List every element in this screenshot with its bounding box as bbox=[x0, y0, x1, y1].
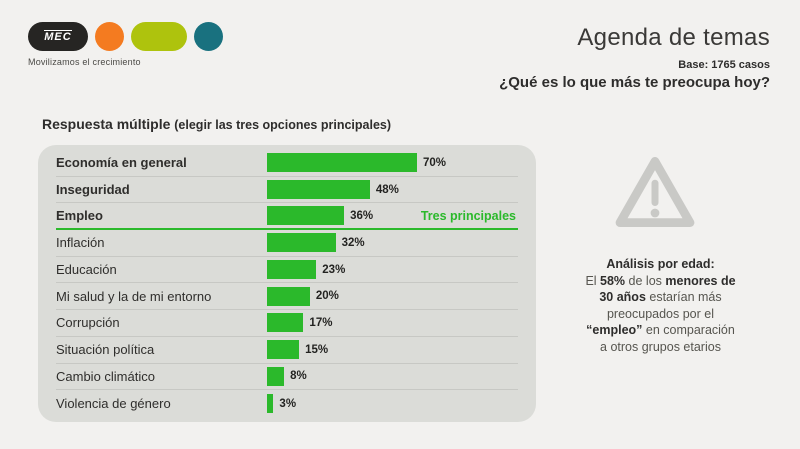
bar bbox=[267, 206, 345, 226]
title-block: Agenda de temas Base: 1765 casos ¿Qué es… bbox=[499, 24, 770, 91]
bar bbox=[267, 153, 417, 173]
bar bbox=[267, 366, 285, 386]
category-label: Mi salud y la de mi entorno bbox=[56, 288, 212, 304]
bar bbox=[267, 394, 274, 414]
analysis-bold-text: menores de 30 años bbox=[599, 273, 736, 305]
chart-row: Empleo 36% Tres principales bbox=[56, 203, 518, 231]
bar bbox=[267, 340, 300, 360]
bar bbox=[267, 233, 336, 253]
value-label: 15% bbox=[305, 343, 329, 356]
chart-row: Mi salud y la de mi entorno 20% bbox=[56, 283, 518, 311]
logo-tagline: Movilizamos el crecimiento bbox=[28, 57, 141, 67]
value-label: 48% bbox=[375, 183, 399, 196]
value-label: 8% bbox=[290, 370, 307, 383]
category-label: Empleo bbox=[56, 208, 103, 224]
chart-row: Situación política 15% bbox=[56, 337, 518, 364]
survey-question: ¿Qué es lo que más te preocupa hoy? bbox=[499, 74, 770, 91]
value-label: 17% bbox=[309, 316, 333, 329]
value-label: 20% bbox=[315, 290, 339, 303]
chart-row: Educación 23% bbox=[56, 257, 518, 284]
analysis-plain-text: de los bbox=[625, 273, 666, 288]
analysis-plain-text: en comparación a otros grupos etarios bbox=[600, 323, 735, 354]
logo-area: MEC Movilizamos el crecimiento bbox=[28, 22, 223, 67]
chart-subtitle: Respuesta múltiple (elegir las tres opci… bbox=[42, 116, 391, 132]
chart-row: Inseguridad 48% bbox=[56, 177, 518, 204]
bar-chart: Economía en general 70% Inseguridad 48% Empl… bbox=[56, 150, 518, 417]
category-label: Corrupción bbox=[56, 315, 120, 331]
top-three-annotation: Tres principales bbox=[420, 208, 516, 223]
teal-dot-icon bbox=[194, 22, 223, 51]
bar bbox=[267, 313, 304, 333]
category-label: Inflación bbox=[56, 235, 105, 251]
mec-logo-text: MEC bbox=[44, 30, 72, 43]
chart-row: Corrupción 17% bbox=[56, 310, 518, 337]
category-label: Economía en general bbox=[56, 155, 187, 171]
chart-panel: Economía en general 70% Inseguridad 48% Empl… bbox=[38, 145, 536, 422]
category-label: Situación política bbox=[56, 342, 155, 358]
value-label: 36% bbox=[350, 209, 374, 222]
chart-subtitle-note: (elegir las tres opciones principales) bbox=[174, 118, 392, 132]
chartreuse-pill-icon bbox=[131, 22, 187, 51]
analysis-text: El 58% de los menores de 30 años estaría… bbox=[583, 273, 738, 356]
value-label: 3% bbox=[279, 397, 297, 410]
category-label: Violencia de género bbox=[56, 396, 171, 412]
analysis-plain-text: estarían más preocupados por el bbox=[606, 290, 722, 321]
logo-shapes: MEC bbox=[28, 22, 223, 51]
page-title: Agenda de temas bbox=[577, 24, 770, 51]
chart-subtitle-main: Respuesta múltiple bbox=[42, 116, 171, 132]
category-label: Cambio climático bbox=[56, 368, 155, 384]
category-label: Inseguridad bbox=[56, 182, 130, 198]
chart-row: Inflación 32% bbox=[56, 230, 518, 257]
analysis-bold-text: “empleo” bbox=[586, 323, 643, 337]
warning-triangle-icon bbox=[611, 150, 699, 234]
value-label: 32% bbox=[341, 236, 365, 249]
orange-dot-icon bbox=[95, 22, 124, 51]
mec-logo: MEC bbox=[28, 22, 88, 51]
analysis-block: Análisis por edad: El 58% de los menores… bbox=[583, 256, 738, 355]
analysis-title: Análisis por edad: bbox=[606, 257, 715, 271]
bar bbox=[267, 286, 310, 306]
analysis-bold-text: 58% bbox=[600, 273, 626, 288]
bar bbox=[267, 180, 370, 200]
chart-row: Violencia de género 3% bbox=[56, 390, 518, 417]
chart-row: Cambio climático 8% bbox=[56, 364, 518, 391]
value-label: 23% bbox=[322, 263, 346, 276]
sample-base: Base: 1765 casos bbox=[678, 59, 770, 71]
chart-row: Economía en general 70% bbox=[56, 150, 518, 177]
bar bbox=[267, 260, 317, 280]
analysis-plain-text: El bbox=[585, 273, 601, 288]
category-label: Educación bbox=[56, 262, 117, 278]
value-label: 70% bbox=[423, 156, 447, 169]
